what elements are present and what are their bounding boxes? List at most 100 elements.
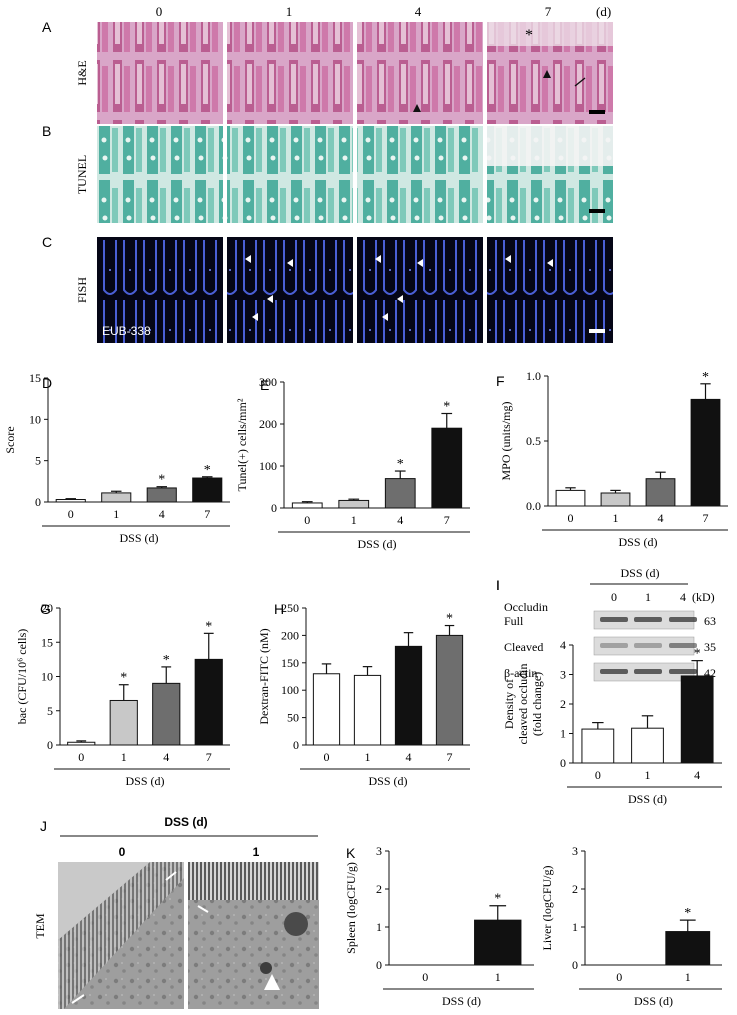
x-tick-label: 1: [351, 513, 357, 527]
fish-arrowhead: [287, 259, 293, 267]
bar: [152, 682, 181, 746]
tem-arrow: [197, 905, 209, 913]
y-tick-label: 3: [572, 844, 578, 858]
x-tick-label: 0: [595, 768, 601, 782]
day-header: 1: [286, 4, 293, 19]
row-stain-label: TUNEL: [75, 155, 89, 194]
microvilli-border: [58, 862, 184, 1009]
x-tick-label: 1: [365, 750, 371, 764]
bar: [192, 477, 223, 503]
fish-arrowhead: [397, 295, 403, 303]
x-axis-label: DSS (d): [368, 774, 407, 788]
fish-arrowhead: [245, 255, 251, 263]
x-axis-label: DSS (d): [119, 531, 158, 545]
x-tick-label: 1: [613, 511, 619, 525]
y-tick-label: 250: [281, 601, 299, 615]
panel-letter: I: [496, 577, 500, 593]
y-axis-label-line: (fold change): [530, 672, 544, 736]
bar: [435, 634, 464, 746]
blot-lane-label: 1: [645, 590, 651, 604]
microvilli-border: [188, 862, 319, 900]
significance-marker: *: [494, 892, 501, 907]
blot-lane-label: 0: [611, 590, 617, 604]
x-tick-label: 4: [397, 513, 403, 527]
significance-marker: *: [204, 463, 211, 478]
x-axis-label: DSS (d): [357, 537, 396, 551]
x-tick-label: 0: [422, 970, 428, 984]
x-tick-label: 4: [406, 750, 412, 764]
micrograph-fish-day-4: [357, 237, 483, 343]
significance-marker: *: [684, 906, 691, 921]
chart-E: E 0 100 200 300 Tunel(+) cells/mm² 0 1 * 4 * 7 DSS (…: [235, 375, 470, 551]
y-tick-label: 0: [271, 501, 277, 515]
panel-letter: C: [42, 234, 52, 250]
day-header: 0: [156, 4, 163, 19]
y-tick-label: 0: [560, 756, 566, 770]
bar: [690, 398, 721, 507]
panel-letter: E: [260, 377, 269, 393]
micrograph-fish-day-0: [97, 237, 223, 343]
y-tick-label: 2: [376, 882, 382, 896]
blot-band: [634, 617, 662, 622]
y-tick-label: 15: [41, 635, 53, 649]
blot-kd-unit: (kD): [692, 590, 715, 604]
y-tick-label: 1.0: [526, 369, 541, 383]
panel-letter: K: [346, 845, 356, 861]
bar: [109, 699, 138, 746]
bar: [665, 931, 711, 966]
significance-marker: *: [694, 647, 701, 662]
blot-band-name: β-actin: [504, 666, 537, 680]
bar: [101, 492, 132, 503]
scale-bar: [589, 209, 605, 213]
significance-marker: *: [120, 671, 127, 686]
x-tick-label: 0: [324, 750, 330, 764]
panel-letter: A: [42, 19, 52, 35]
lumen-area: [487, 22, 613, 46]
y-tick-label: 200: [259, 417, 277, 431]
micrograph-fish-day-7: [487, 237, 613, 343]
x-tick-label: 4: [163, 750, 169, 764]
micrograph-tunel-day-0: [97, 126, 223, 223]
y-axis-label: Score: [3, 426, 17, 453]
y-tick-label: 0: [572, 958, 578, 972]
tem-arrow: [71, 994, 85, 1004]
blot-band-name: Cleaved: [504, 640, 543, 654]
tem-lane-label: 0: [119, 845, 126, 859]
scale-bar: [589, 329, 605, 333]
y-tick-label: 0.0: [526, 499, 541, 513]
x-tick-label: 7: [703, 511, 709, 525]
x-tick-label: 4: [694, 768, 700, 782]
x-tick-label: 1: [685, 970, 691, 984]
y-tick-label: 300: [259, 375, 277, 389]
panel-letter: B: [42, 123, 51, 139]
x-tick-label: 1: [121, 750, 127, 764]
bar: [67, 741, 96, 746]
significance-marker: *: [443, 400, 450, 415]
bar: [291, 502, 323, 509]
x-axis-label: DSS (d): [634, 994, 673, 1008]
x-tick-label: 7: [206, 750, 212, 764]
bar: [146, 487, 177, 503]
y-tick-label: 2: [560, 697, 566, 711]
bar: [645, 478, 676, 507]
bar: [600, 492, 631, 507]
blot-protein-name: Occludin: [504, 600, 548, 614]
he-arrow: [574, 77, 586, 87]
day-header: 4: [415, 4, 422, 19]
y-tick-label: 5: [35, 454, 41, 468]
micrograph-tunel-day-1: [227, 126, 353, 223]
bar: [394, 645, 423, 746]
y-axis-label: Tunel(+) cells/mm²: [235, 398, 249, 491]
y-axis-label-line: cleaved occludin: [516, 664, 530, 745]
bar: [555, 489, 586, 507]
y-tick-label: 1: [572, 920, 578, 934]
fish-arrowhead: [505, 255, 511, 263]
fish-arrowhead: [267, 295, 273, 303]
bar: [474, 919, 522, 966]
fish-arrowhead: [252, 313, 258, 321]
x-tick-label: 1: [113, 507, 119, 521]
tem-lane-label: 1: [253, 845, 260, 859]
chart-D: D 0 5 10 15 Score 0 1 * 4 * 7 DSS (d): [3, 371, 230, 545]
probe-label: EUB-338: [102, 324, 151, 338]
he-arrowhead: [543, 70, 551, 78]
